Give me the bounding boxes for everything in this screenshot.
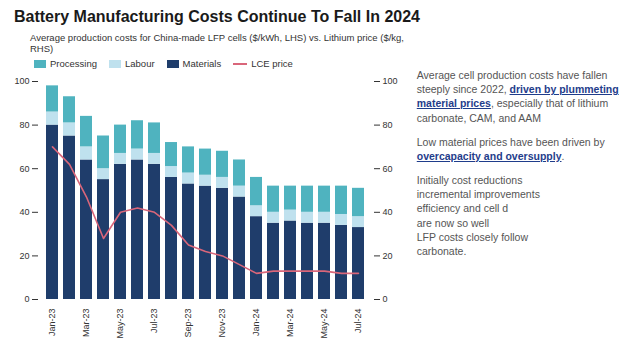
svg-text:Nov-23: Nov-23: [217, 309, 227, 338]
svg-text:Jan-23: Jan-23: [47, 309, 57, 337]
svg-text:60: 60: [19, 164, 29, 174]
html-text:efficiency and cell d: efficiency and cell d: [416, 202, 509, 215]
html-text:Initially cost reductions: Initially cost reductions: [416, 174, 523, 186]
svg-text:40: 40: [19, 207, 29, 217]
html-text:Labour: Labour: [125, 58, 155, 69]
svg-text:Mar-23: Mar-23: [81, 309, 91, 338]
html-text:Low material prices have been: Low material prices have been driven by: [416, 135, 605, 148]
svg-text:Mar-24: Mar-24: [285, 309, 295, 338]
html-text:Battery Manufacturing Costs Co: Battery Manufacturing Costs Continue To …: [14, 8, 420, 25]
svg-text:May-23: May-23: [115, 309, 125, 339]
svg-text:80: 80: [383, 120, 393, 130]
html-text:LCE price: LCE price: [251, 58, 293, 69]
svg-text:20: 20: [19, 251, 29, 261]
svg-text:Jan-24: Jan-24: [251, 309, 261, 337]
svg-text:Jul-24: Jul-24: [353, 309, 363, 334]
svg-text:0: 0: [24, 294, 29, 304]
svg-text:80: 80: [19, 120, 29, 130]
svg-text:May-24: May-24: [319, 309, 329, 339]
html-text:Materials: Materials: [182, 58, 222, 69]
html-text:overcapacity and oversupply.: overcapacity and oversupply.: [416, 149, 565, 162]
svg-text:100: 100: [383, 76, 398, 86]
svg-text:20: 20: [383, 251, 393, 261]
svg-text:0: 0: [383, 294, 388, 304]
html-text:are now so well: are now so well: [416, 216, 490, 229]
svg-text:100: 100: [14, 76, 29, 86]
html-text:incremental improvements: incremental improvements: [416, 188, 540, 201]
svg-text:60: 60: [383, 164, 393, 174]
html-text:carbonate.: carbonate.: [416, 244, 467, 257]
html-text:Average production costs for C: Average production costs for China-made …: [30, 32, 404, 54]
html-text:LFP costs closely follow: LFP costs closely follow: [416, 230, 528, 243]
html-text:Average cell production costs: Average cell production costs have falle…: [416, 69, 619, 124]
svg-text:40: 40: [383, 207, 393, 217]
svg-text:Sep-23: Sep-23: [183, 309, 193, 338]
svg-text:Jul-23: Jul-23: [149, 309, 159, 334]
html-text:Processing: Processing: [50, 58, 97, 69]
